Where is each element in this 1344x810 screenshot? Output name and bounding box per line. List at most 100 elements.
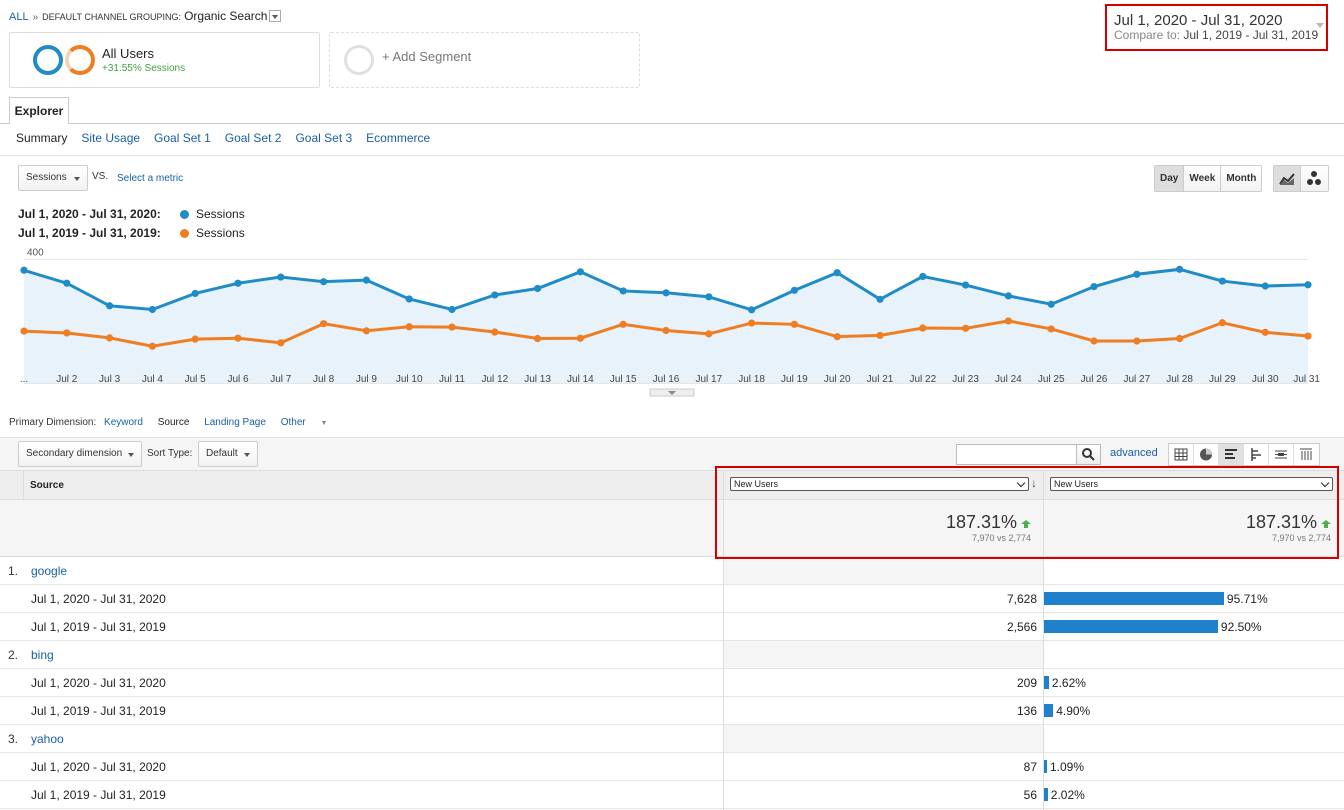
- period-day-button[interactable]: Day: [1155, 166, 1185, 191]
- series-1-point[interactable]: [106, 334, 114, 342]
- subtab-goal-set-3[interactable]: Goal Set 3: [295, 131, 353, 145]
- series-1-point[interactable]: [63, 329, 71, 337]
- series-0-point[interactable]: [1090, 283, 1098, 291]
- subtab-summary[interactable]: Summary: [16, 131, 68, 145]
- dimension-landing-page[interactable]: Landing Page: [204, 417, 266, 428]
- view-pie-button[interactable]: [1194, 444, 1219, 465]
- view-data-button[interactable]: [1169, 444, 1194, 465]
- metric-select[interactable]: Sessions: [18, 165, 88, 191]
- source-link[interactable]: google: [31, 564, 68, 578]
- series-1-point[interactable]: [962, 324, 970, 332]
- subtab-goal-set-1[interactable]: Goal Set 1: [154, 131, 211, 145]
- series-0-point[interactable]: [705, 293, 713, 301]
- series-1-point[interactable]: [148, 342, 156, 350]
- series-1-point[interactable]: [277, 339, 285, 347]
- series-1-point[interactable]: [1047, 325, 1055, 333]
- series-0-point[interactable]: [20, 266, 28, 274]
- series-1-point[interactable]: [362, 327, 370, 335]
- view-comparison-button[interactable]: [1244, 444, 1269, 465]
- series-1-point[interactable]: [619, 320, 627, 328]
- motion-chart-button[interactable]: [1301, 166, 1328, 191]
- column1-metric-select[interactable]: New Users: [730, 477, 1029, 491]
- series-1-point[interactable]: [20, 327, 28, 335]
- series-0-point[interactable]: [662, 289, 670, 297]
- sort-desc-arrow-icon[interactable]: ↓: [1031, 476, 1037, 490]
- source-link[interactable]: yahoo: [31, 732, 64, 746]
- dimension-other[interactable]: Other ▼: [281, 417, 340, 428]
- series-0-point[interactable]: [148, 305, 156, 314]
- series-1-point[interactable]: [705, 330, 713, 338]
- series-1-point[interactable]: [876, 331, 884, 340]
- date-range-picker[interactable]: Jul 1, 2020 - Jul 31, 2020 Compare to: J…: [1105, 4, 1328, 51]
- add-segment-button[interactable]: + Add Segment: [329, 32, 640, 88]
- series-1-point[interactable]: [1304, 332, 1312, 340]
- series-1-point[interactable]: [1004, 317, 1013, 325]
- series-0-point[interactable]: [962, 281, 970, 289]
- series-0-point[interactable]: [1261, 282, 1269, 290]
- series-0-point[interactable]: [320, 278, 328, 286]
- series-1-point[interactable]: [491, 328, 499, 336]
- series-1-point[interactable]: [919, 324, 927, 332]
- select-metric-link[interactable]: Select a metric: [117, 173, 184, 184]
- series-1-point[interactable]: [576, 334, 585, 342]
- series-0-point[interactable]: [790, 286, 799, 294]
- series-1-point[interactable]: [320, 320, 328, 328]
- series-1-point[interactable]: [405, 323, 413, 331]
- search-button[interactable]: [1076, 444, 1101, 465]
- dimension-keyword[interactable]: Keyword: [104, 417, 143, 428]
- series-1-point[interactable]: [1133, 337, 1141, 345]
- series-0-point[interactable]: [534, 284, 542, 293]
- series-0-point[interactable]: [448, 305, 456, 314]
- series-0-point[interactable]: [362, 276, 370, 284]
- subtab-site-usage[interactable]: Site Usage: [81, 131, 141, 145]
- series-1-point[interactable]: [662, 326, 670, 335]
- dimension-source[interactable]: Source: [157, 417, 190, 428]
- series-1-point[interactable]: [1261, 328, 1269, 336]
- series-0-point[interactable]: [748, 306, 756, 314]
- series-0-point[interactable]: [1047, 300, 1055, 308]
- line-chart-button[interactable]: [1274, 166, 1301, 191]
- sort-type-select[interactable]: Default: [198, 441, 258, 467]
- table-search-input[interactable]: [956, 444, 1077, 465]
- series-0-point[interactable]: [876, 295, 884, 303]
- breadcrumb-all-link[interactable]: ALL: [9, 11, 29, 23]
- secondary-dimension-select[interactable]: Secondary dimension: [18, 441, 142, 467]
- tab-explorer[interactable]: Explorer: [9, 97, 69, 124]
- series-0-point[interactable]: [619, 287, 627, 295]
- series-1-point[interactable]: [748, 319, 756, 327]
- series-0-point[interactable]: [1218, 277, 1226, 285]
- series-0-point[interactable]: [405, 295, 413, 303]
- view-pivot-button[interactable]: [1294, 444, 1319, 465]
- series-1-point[interactable]: [833, 333, 841, 341]
- source-link[interactable]: bing: [31, 648, 54, 662]
- series-0-point[interactable]: [491, 291, 499, 299]
- series-0-point[interactable]: [1133, 270, 1141, 278]
- view-term-cloud-button[interactable]: [1269, 444, 1294, 465]
- period-month-button[interactable]: Month: [1226, 173, 1257, 184]
- series-0-point[interactable]: [63, 279, 71, 287]
- subtab-ecommerce[interactable]: Ecommerce: [366, 131, 431, 145]
- series-1-point[interactable]: [191, 335, 199, 343]
- series-0-point[interactable]: [1004, 292, 1013, 300]
- series-0-point[interactable]: [576, 268, 585, 276]
- column2-metric-select[interactable]: New Users: [1050, 477, 1333, 491]
- series-0-point[interactable]: [106, 302, 114, 310]
- series-1-point[interactable]: [790, 320, 799, 328]
- breadcrumb-dropdown-icon[interactable]: [269, 10, 282, 23]
- period-week-button[interactable]: Week: [1184, 166, 1222, 191]
- series-0-point[interactable]: [191, 289, 199, 298]
- series-1-point[interactable]: [234, 334, 242, 342]
- series-0-point[interactable]: [234, 279, 242, 287]
- advanced-filter-link[interactable]: advanced: [1110, 447, 1158, 459]
- subtab-goal-set-2[interactable]: Goal Set 2: [224, 131, 282, 145]
- series-1-point[interactable]: [1176, 334, 1184, 343]
- view-performance-button[interactable]: [1219, 444, 1244, 465]
- segment-all-users[interactable]: All Users +31.55% Sessions: [9, 32, 320, 88]
- series-0-point[interactable]: [1176, 265, 1184, 273]
- series-0-point[interactable]: [1304, 281, 1312, 289]
- series-0-point[interactable]: [277, 273, 285, 281]
- series-1-point[interactable]: [448, 323, 456, 331]
- series-1-point[interactable]: [1218, 319, 1226, 327]
- series-0-point[interactable]: [833, 269, 841, 277]
